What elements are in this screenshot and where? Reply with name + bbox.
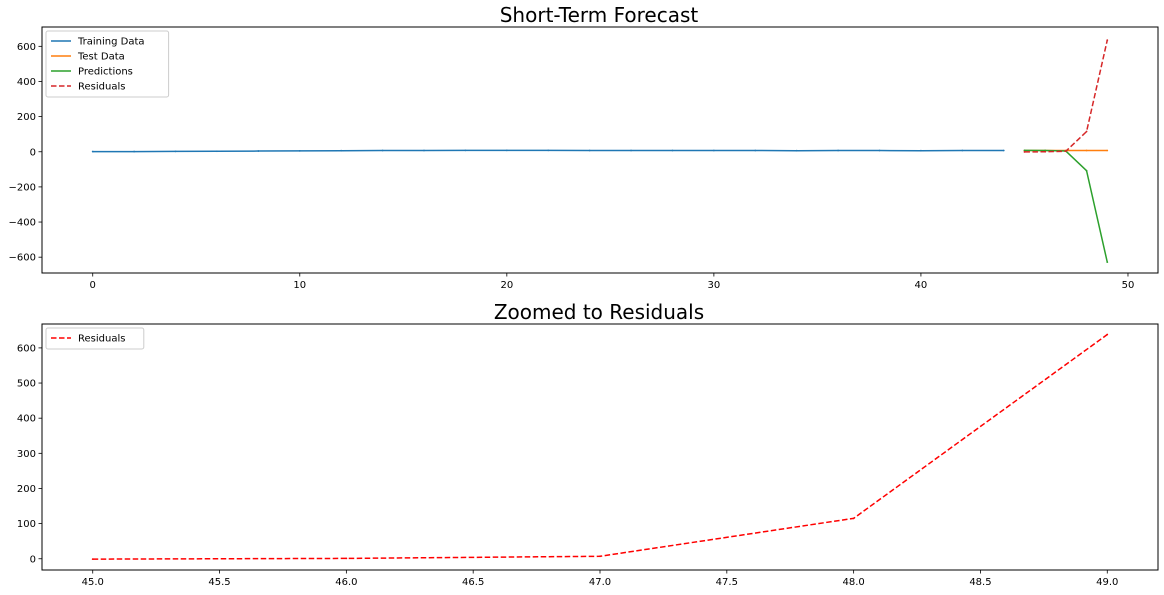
data-point-training-data xyxy=(712,149,715,152)
data-point-residuals xyxy=(1064,150,1067,153)
data-point-training-data xyxy=(464,149,467,152)
data-point-training-data xyxy=(795,149,798,152)
y-tick-label: 600 xyxy=(17,343,36,354)
legend-box xyxy=(45,30,170,98)
data-point-residuals xyxy=(345,557,348,560)
data-point-test-data xyxy=(1106,149,1109,152)
data-point-training-data xyxy=(257,150,260,152)
x-tick-label: 45.5 xyxy=(208,577,230,588)
x-tick-label: 30 xyxy=(708,280,721,291)
data-point-training-data xyxy=(298,149,301,152)
series-line-residuals xyxy=(92,333,1108,560)
axes-frame xyxy=(41,26,1159,274)
y-tick-label: −600 xyxy=(9,253,36,264)
x-tick-label: 48.5 xyxy=(969,577,991,588)
x-tick-label: 45.0 xyxy=(82,577,104,588)
data-point-predictions xyxy=(1085,169,1088,172)
data-point-training-data xyxy=(671,149,674,152)
data-point-predictions xyxy=(1023,149,1026,152)
series-line-residuals xyxy=(1024,40,1109,153)
data-point-residuals xyxy=(1085,130,1088,133)
x-tick-label: 10 xyxy=(293,280,306,291)
chart-title: Short-Term Forecast xyxy=(500,3,699,27)
subplot-short-term-forecast: Short-Term Forecast 0 10 20 30 40 50 −600 −400 −… xyxy=(9,3,1159,291)
x-tick-label: 20 xyxy=(500,280,513,291)
y-tick-label: 200 xyxy=(17,112,36,123)
legend-label-training-data: Training Data xyxy=(77,37,145,48)
chart-title: Zoomed to Residuals xyxy=(494,300,704,324)
y-tick-label: 400 xyxy=(17,77,36,88)
x-tick-label: 50 xyxy=(1122,280,1135,291)
data-point-residuals xyxy=(1023,151,1026,153)
x-tick-label: 49.0 xyxy=(1096,577,1118,588)
data-point-training-data xyxy=(630,149,632,152)
y-tick-label: −400 xyxy=(9,218,36,229)
y-tick-label: 100 xyxy=(17,519,36,530)
axes-frame xyxy=(41,323,1159,571)
data-point-residuals xyxy=(1106,333,1109,336)
x-tick-label: 46.0 xyxy=(335,577,357,588)
data-point-training-data xyxy=(133,150,136,153)
legend-label-predictions: Predictions xyxy=(78,67,133,78)
data-point-training-data xyxy=(91,150,94,153)
x-tick-label: 48.0 xyxy=(843,577,865,588)
data-point-training-data xyxy=(961,149,964,152)
data-point-training-data xyxy=(878,149,881,152)
data-point-training-data xyxy=(837,149,840,152)
x-tick-label: 40 xyxy=(915,280,928,291)
legend-label-residuals: Residuals xyxy=(78,334,125,345)
y-tick-label: −200 xyxy=(9,182,36,193)
data-point-training-data xyxy=(754,149,757,152)
y-tick-label: 300 xyxy=(17,449,36,460)
data-point-residuals xyxy=(1044,150,1047,153)
y-tick-label: 400 xyxy=(17,414,36,425)
data-point-residuals xyxy=(852,517,855,520)
data-point-residuals xyxy=(1106,39,1109,42)
y-tick-label: 600 xyxy=(17,42,36,53)
data-point-training-data xyxy=(547,149,550,152)
data-point-training-data xyxy=(588,149,591,152)
y-tick-label: 200 xyxy=(17,484,36,495)
x-tick-label: 47.5 xyxy=(716,577,738,588)
data-point-training-data xyxy=(174,150,177,153)
data-point-predictions xyxy=(1044,149,1047,152)
legend: Training Data Test Data Predictions Residua… xyxy=(45,30,170,98)
data-point-training-data xyxy=(505,149,508,152)
y-tick-label: 0 xyxy=(30,147,36,158)
x-tick-label: 0 xyxy=(90,280,96,291)
series-line-predictions xyxy=(1024,149,1109,263)
data-point-training-data xyxy=(423,149,425,152)
legend: Residuals xyxy=(45,327,145,350)
y-tick-label: 500 xyxy=(17,379,36,390)
x-tick-label: 46.5 xyxy=(462,577,484,588)
data-point-test-data xyxy=(1085,149,1088,152)
legend-box xyxy=(45,327,145,350)
legend-label-residuals: Residuals xyxy=(78,82,125,93)
x-tick-label: 47.0 xyxy=(589,577,611,588)
data-point-training-data xyxy=(920,149,922,152)
subplot-zoomed-to-residuals: Zoomed to Residuals 45.0 45.5 46.0 46.5 47.0… xyxy=(17,300,1159,588)
data-point-training-data xyxy=(381,149,384,152)
data-point-residuals xyxy=(599,555,601,558)
data-point-training-data xyxy=(1002,149,1005,152)
data-point-predictions xyxy=(1106,261,1109,264)
y-tick-label: 0 xyxy=(30,554,36,565)
data-point-training-data xyxy=(340,149,343,152)
data-point-training-data xyxy=(216,150,218,153)
legend-label-test-data: Test Data xyxy=(77,52,125,63)
data-point-residuals xyxy=(91,558,94,561)
